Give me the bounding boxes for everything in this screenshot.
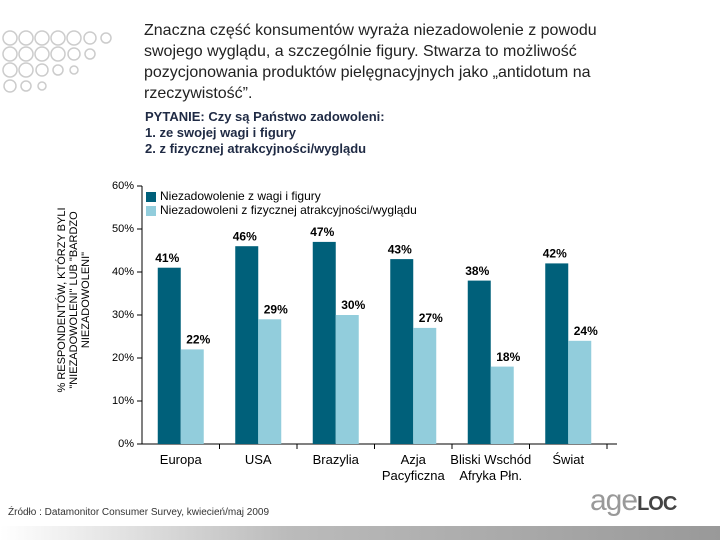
bar bbox=[490, 366, 514, 444]
value-label: 18% bbox=[496, 350, 520, 364]
value-label: 41% bbox=[155, 251, 179, 265]
logo-text: LOC bbox=[637, 493, 677, 515]
value-label: 24% bbox=[574, 324, 598, 338]
bar bbox=[545, 263, 569, 444]
bar bbox=[568, 340, 592, 444]
bar bbox=[467, 280, 491, 444]
y-tick-label: 10% bbox=[112, 395, 134, 407]
value-label: 30% bbox=[341, 298, 365, 312]
question-line: 1. ze swojej wagi i figury bbox=[145, 125, 296, 140]
y-tick-label: 0% bbox=[118, 438, 134, 450]
headline: Znaczna część konsumentów wyraża niezado… bbox=[144, 22, 597, 102]
legend-label: Niezadowoleni z fizycznej atrakcyjności/… bbox=[160, 203, 417, 217]
value-label: 22% bbox=[186, 333, 210, 347]
x-tick-label: USA bbox=[244, 452, 272, 467]
x-tick-label: Bliski Wschód Afryka Płn. bbox=[450, 452, 532, 483]
y-axis-label: % RESPONDENTÓW, KTÓRZY BYLI bbox=[55, 208, 68, 393]
x-tick-label: Europa bbox=[159, 452, 202, 467]
bar bbox=[180, 349, 204, 444]
value-label: 38% bbox=[465, 264, 489, 278]
legend-swatch bbox=[146, 206, 156, 216]
y-tick-label: 50% bbox=[112, 223, 134, 235]
y-axis-label: "NIEZADOWOLENI" LUB "BARDZO bbox=[68, 211, 80, 389]
value-label: 29% bbox=[264, 302, 288, 316]
value-label: 43% bbox=[388, 242, 412, 256]
value-label: 47% bbox=[310, 225, 334, 239]
bar bbox=[157, 267, 181, 444]
y-tick-label: 30% bbox=[112, 309, 134, 321]
bar bbox=[413, 327, 437, 444]
x-tick-label: Brazylia bbox=[312, 452, 359, 467]
bar bbox=[390, 259, 414, 444]
value-label: 27% bbox=[419, 311, 443, 325]
x-tick-label: Azja Pacyficzna bbox=[381, 452, 445, 483]
bar bbox=[335, 315, 359, 444]
value-label: 42% bbox=[543, 247, 567, 261]
legend-swatch bbox=[146, 192, 156, 202]
y-tick-label: 20% bbox=[112, 352, 134, 364]
bar bbox=[312, 241, 336, 444]
source: Źródło : Datamonitor Consumer Survey, kw… bbox=[8, 507, 270, 518]
question: PYTANIE: Czy są Państwo zadowoleni: 1. z… bbox=[145, 109, 385, 157]
value-label: 46% bbox=[233, 229, 257, 243]
x-tick-label: Świat bbox=[552, 452, 585, 467]
legend-label: Niezadowolenie z wagi i figury bbox=[160, 189, 321, 203]
y-tick-label: 60% bbox=[112, 180, 134, 192]
question-line: PYTANIE: Czy są Państwo zadowoleni: bbox=[145, 109, 385, 124]
bar bbox=[258, 319, 282, 444]
bar bbox=[235, 246, 259, 444]
logo: ageLOC bbox=[590, 484, 677, 518]
y-tick-label: 40% bbox=[112, 266, 134, 278]
decor-circles bbox=[2, 30, 112, 93]
logo-text: age bbox=[590, 484, 638, 517]
y-axis-label: NIEZADOWOLENI" bbox=[80, 252, 92, 348]
question-line: 2. z fizycznej atrakcyjności/wyglądu bbox=[145, 141, 367, 156]
bottom-bar bbox=[0, 526, 720, 540]
